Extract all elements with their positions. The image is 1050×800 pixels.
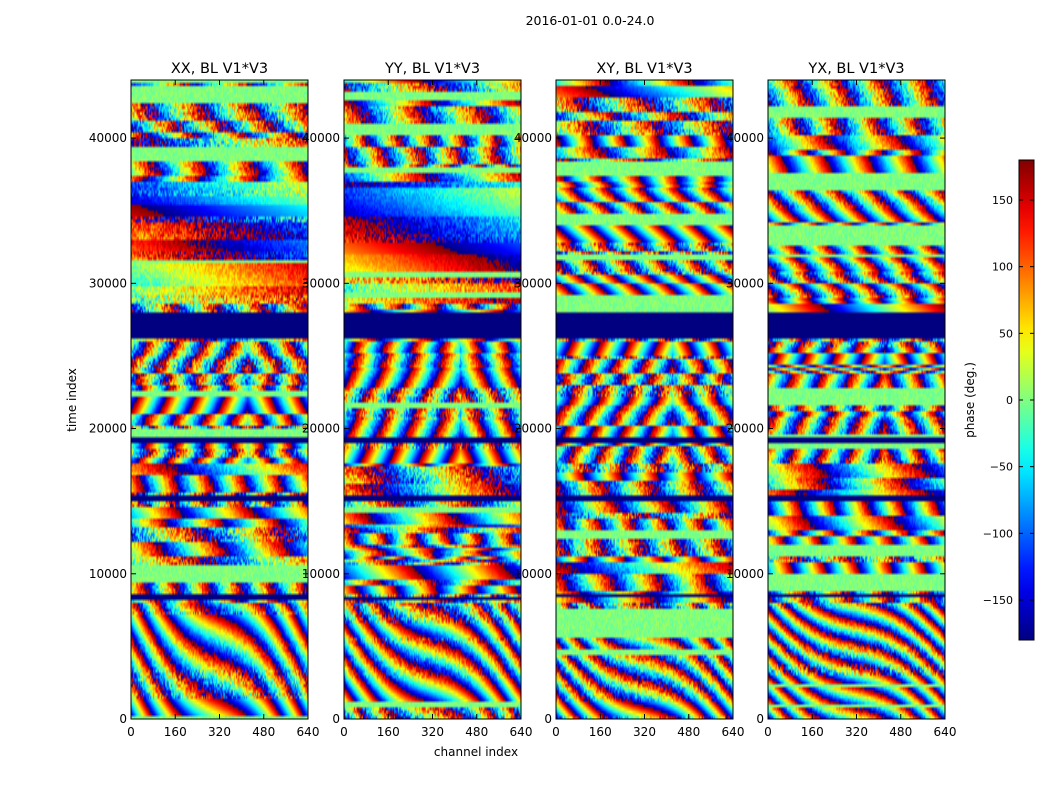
y-tick-label: 10000 bbox=[726, 567, 764, 581]
figure-title: 2016-01-01 0.0-24.0 bbox=[525, 13, 655, 28]
colorbar-tick-label: −150 bbox=[983, 594, 1013, 607]
y-tick-label: 0 bbox=[544, 712, 552, 726]
y-tick-label: 20000 bbox=[89, 422, 127, 436]
colorbar-tick-label: −50 bbox=[990, 461, 1013, 474]
colorbar-tick-label: 0 bbox=[1006, 394, 1013, 407]
panel-1: XX, BL V1*V3 0 160 320 480 640 0 10000 20000 3000… bbox=[89, 61, 320, 739]
x-tick-label: 480 bbox=[252, 725, 275, 739]
colorbar-tick-label: 150 bbox=[992, 194, 1013, 207]
colorbar-tick-label: −100 bbox=[983, 527, 1013, 540]
panel-title: XY, BL V1*V3 bbox=[596, 61, 692, 77]
y-tick-label: 30000 bbox=[302, 276, 340, 290]
x-tick-label: 0 bbox=[127, 725, 135, 739]
x-tick-label: 480 bbox=[889, 725, 912, 739]
x-tick-label: 0 bbox=[764, 725, 772, 739]
x-tick-label: 320 bbox=[421, 725, 444, 739]
y-tick-label: 10000 bbox=[89, 567, 127, 581]
x-tick-label: 480 bbox=[677, 725, 700, 739]
x-tick-label: 320 bbox=[208, 725, 231, 739]
colorbar-tick-label: 50 bbox=[999, 327, 1013, 340]
phase-heatmap-1 bbox=[131, 80, 308, 719]
y-tick-label: 30000 bbox=[89, 276, 127, 290]
x-axis-label: channel index bbox=[434, 745, 518, 759]
x-tick-label: 480 bbox=[465, 725, 488, 739]
y-tick-label: 0 bbox=[756, 712, 764, 726]
colorbar: 150 100 50 0 −50 −100 −150 phase (deg.) bbox=[963, 159, 1035, 641]
y-tick-label: 0 bbox=[119, 712, 127, 726]
y-tick-label: 0 bbox=[332, 712, 340, 726]
y-tick-label: 40000 bbox=[302, 131, 340, 145]
x-tick-label: 640 bbox=[722, 725, 745, 739]
colorbar-tick-label: 100 bbox=[992, 261, 1013, 274]
y-tick-label: 10000 bbox=[302, 567, 340, 581]
y-axis-label: time index bbox=[65, 368, 79, 432]
y-tick-label: 40000 bbox=[89, 131, 127, 145]
x-tick-label: 320 bbox=[633, 725, 656, 739]
phase-heatmap-3 bbox=[556, 80, 733, 719]
panel-title: YX, BL V1*V3 bbox=[807, 61, 904, 77]
y-tick-label: 20000 bbox=[302, 422, 340, 436]
y-tick-label: 40000 bbox=[726, 131, 764, 145]
x-tick-label: 0 bbox=[340, 725, 348, 739]
phase-heatmap-2 bbox=[344, 80, 521, 719]
x-tick-label: 640 bbox=[297, 725, 320, 739]
x-tick-label: 160 bbox=[801, 725, 824, 739]
colorbar-label: phase (deg.) bbox=[963, 362, 977, 438]
panel-3: XY, BL V1*V3 0 160 320 480 640 0 10000 20000 3000… bbox=[514, 61, 745, 739]
y-tick-label: 20000 bbox=[514, 422, 552, 436]
x-tick-label: 640 bbox=[934, 725, 957, 739]
x-tick-label: 320 bbox=[845, 725, 868, 739]
panel-title: YY, BL V1*V3 bbox=[384, 61, 480, 77]
y-tick-label: 20000 bbox=[726, 422, 764, 436]
panel-title: XX, BL V1*V3 bbox=[171, 61, 268, 77]
x-tick-label: 160 bbox=[164, 725, 187, 739]
x-tick-label: 640 bbox=[510, 725, 533, 739]
x-tick-label: 160 bbox=[377, 725, 400, 739]
y-tick-label: 30000 bbox=[514, 276, 552, 290]
x-tick-label: 160 bbox=[589, 725, 612, 739]
y-tick-label: 40000 bbox=[514, 131, 552, 145]
panel-4: YX, BL V1*V3 0 160 320 480 640 0 10000 20000 3000… bbox=[726, 61, 957, 739]
phase-heatmap-4 bbox=[768, 80, 945, 719]
y-tick-label: 30000 bbox=[726, 276, 764, 290]
y-tick-label: 10000 bbox=[514, 567, 552, 581]
x-tick-label: 0 bbox=[552, 725, 560, 739]
panel-2: YY, BL V1*V3 0 160 320 480 640 0 10000 20000 3000… bbox=[302, 61, 533, 739]
